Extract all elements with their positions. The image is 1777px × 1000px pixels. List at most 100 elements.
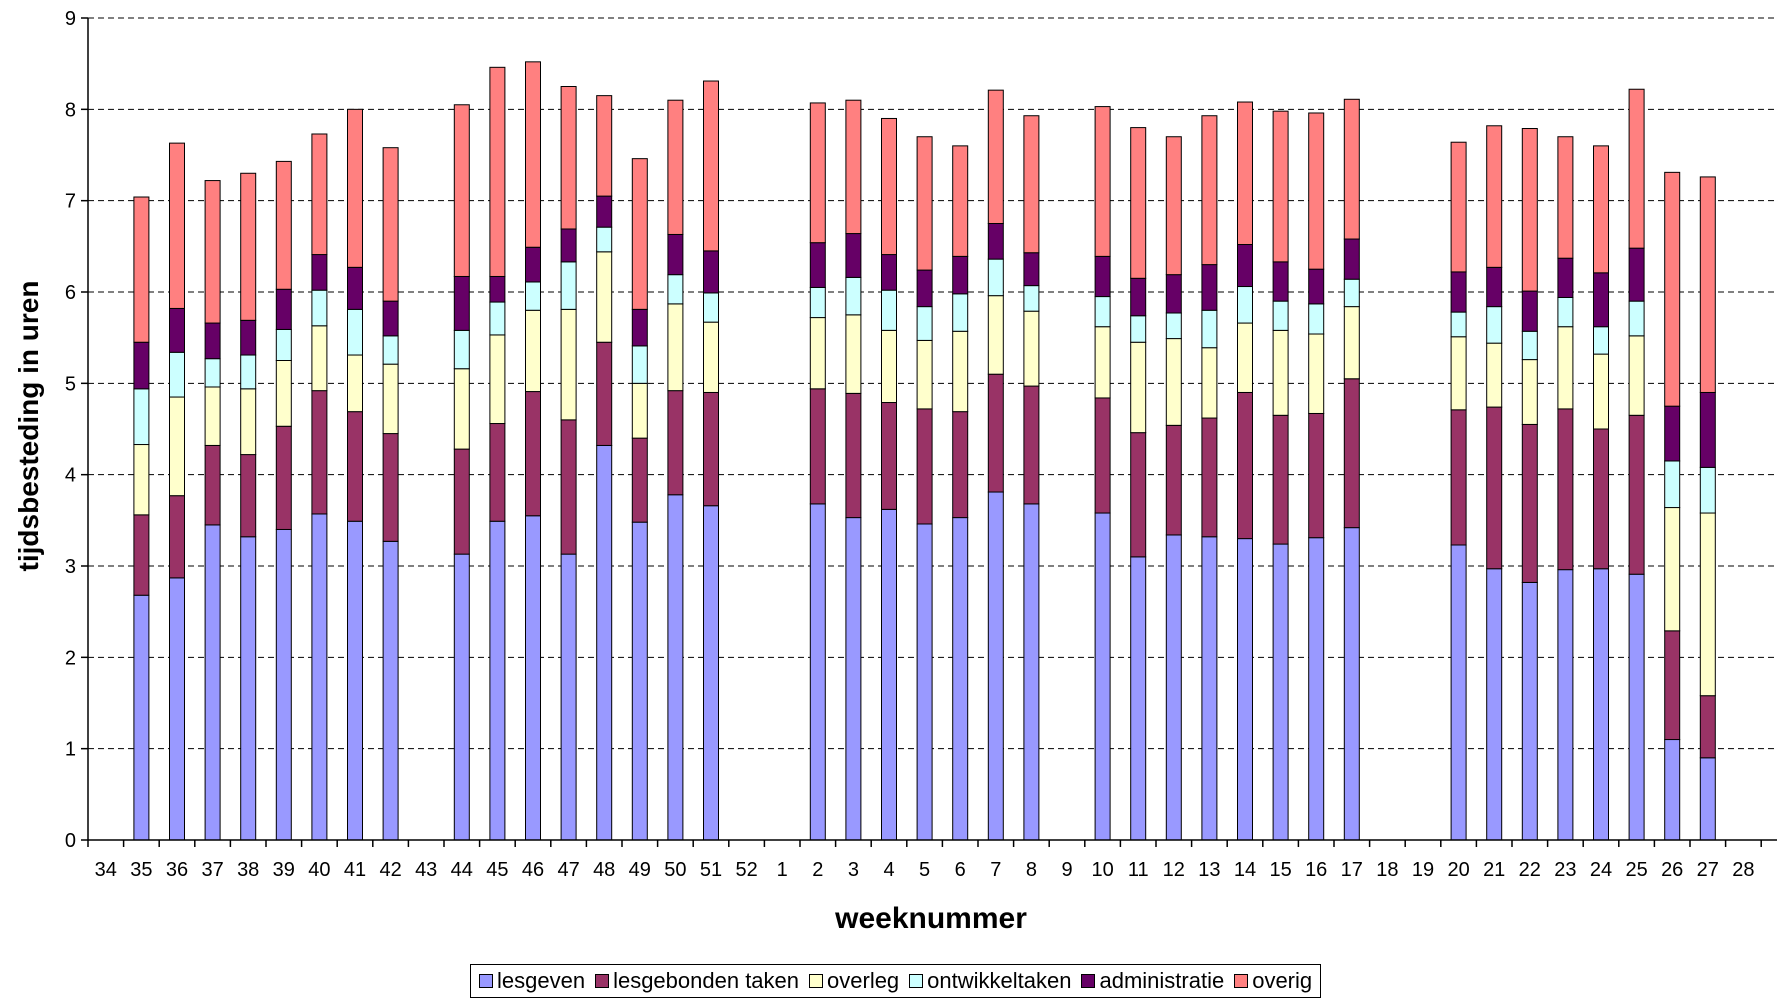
bar-segment-lesgeven [1521,581,1538,841]
bar-segment-lesgebonden-taken [845,392,862,519]
x-tick-label: 48 [593,859,615,881]
legend-label: ontwikkeltaken [927,968,1072,993]
bar-segment-administratie [809,242,826,288]
legend-item: ontwikkeltaken [909,968,1071,994]
bar-segment-lesgebonden-taken [489,423,506,522]
bar-segment-overleg [631,382,648,439]
x-tick-label: 26 [1661,859,1683,881]
x-tick-label: 10 [1091,859,1113,881]
legend-item: overig [1234,968,1312,994]
x-tick-label: 7 [990,859,1001,881]
bar-segment-administratie [667,233,684,276]
x-tick-label: 5 [919,859,930,881]
x-tick-label: 3 [848,859,859,881]
bar-segment-ontwikkeltaken [667,274,684,305]
bar-segment-ontwikkeltaken [987,258,1004,297]
bar-segment-lesgeven [1272,543,1289,841]
bar-segment-overleg [667,303,684,392]
bar-segment-administratie [881,254,897,291]
bar-segment-overleg [525,309,541,393]
bar-segment-overleg [916,339,933,410]
bar-segment-lesgeven [667,494,684,841]
bar-segment-lesgebonden-taken [525,391,541,517]
bar-segment-administratie [1094,255,1111,298]
bar-segment-ontwikkeltaken [1094,296,1111,328]
bar-segment-lesgebonden-taken [1664,630,1681,741]
bar-segment-overig [1130,127,1147,279]
bar-segment-overleg [1094,326,1111,399]
x-tick-label: 2 [812,859,823,881]
bar-segment-overleg [1272,329,1289,416]
bar-segment-lesgebonden-taken [881,402,897,510]
bar-segment-ontwikkeltaken [1272,300,1289,331]
x-tick-label: 6 [955,859,966,881]
bar-segment-overig [311,133,328,256]
bar-segment-administratie [275,288,292,330]
x-tick-label: 15 [1269,859,1291,881]
legend-item: overleg [809,968,899,994]
bar-segment-lesgebonden-taken [916,408,933,525]
bar-segment-administratie [596,195,613,228]
bar-segment-lesgeven [240,536,257,841]
x-axis-title: weeknummer [834,902,1027,935]
bar-segment-lesgebonden-taken [596,341,613,446]
y-tick-label: 9 [65,8,76,30]
x-tick-label: 28 [1732,859,1754,881]
bar-segment-administratie [703,250,719,294]
legend-swatch [595,974,610,988]
axes [81,17,1777,847]
y-tick-label: 5 [65,373,76,395]
bar-segment-lesgeven [1664,739,1681,841]
bar-segment-overleg [1343,306,1360,380]
bar-segment-lesgebonden-taken [1237,391,1253,540]
bar-segment-lesgeven [560,553,577,841]
bar-segment-overleg [1486,342,1503,408]
legend: lesgeven lesgebonden taken overleg ontwikke… [470,964,1322,998]
x-tick-label: 17 [1341,859,1363,881]
bar-segment-ontwikkeltaken [1130,315,1147,343]
legend-label: administratie [1099,968,1225,993]
y-tick-label: 2 [65,647,76,669]
x-tick-label: 44 [451,859,473,881]
bar-segment-overleg [1130,341,1147,434]
bar-segment-administratie [1557,257,1574,298]
bar-segment-overleg [347,354,363,413]
bar-segment-lesgebonden-taken [275,425,292,530]
bar-segment-lesgeven [1201,536,1218,841]
bar-segment-overig [1664,171,1681,407]
x-tick-label: 34 [95,859,117,881]
bar-segment-ontwikkeltaken [204,358,221,388]
bar-segment-lesgeven [275,528,292,841]
x-tick-label: 4 [883,859,894,881]
y-tick-label: 6 [65,282,76,304]
bar-segment-lesgeven [845,517,862,841]
bar-segment-overleg [1521,359,1538,425]
x-tick-label: 21 [1483,859,1505,881]
bar-segment-overig [916,136,933,271]
bar-segment-ontwikkeltaken [1486,306,1503,344]
legend-swatch [1081,974,1096,988]
bar-segment-overleg [1450,336,1467,411]
x-tick-label: 1 [777,859,788,881]
bar-segment-overig [1023,115,1040,254]
x-tick-label: 19 [1412,859,1434,881]
bar-segment-administratie [1628,247,1645,302]
y-tick-label: 4 [65,465,76,487]
x-tick-label: 16 [1305,859,1327,881]
bar-segment-lesgeven [169,577,185,841]
bar-segment-lesgebonden-taken [1308,412,1325,539]
bar-segment-lesgebonden-taken [560,419,577,555]
bar-segment-overleg [881,329,897,404]
x-tick-label: 45 [486,859,508,881]
bar-segment-ontwikkeltaken [1450,311,1467,338]
x-tick-label: 36 [166,859,188,881]
bar-segment-administratie [1165,274,1182,314]
bar-segment-overig [809,102,826,244]
x-tick-label: 9 [1061,859,1072,881]
legend-label: overig [1252,968,1313,993]
legend-label: lesgebonden taken [613,968,800,993]
legend-swatch [809,974,824,988]
x-tick-label: 41 [344,859,366,881]
bar-segment-overig [596,95,613,197]
bar-segment-overig [952,145,969,257]
